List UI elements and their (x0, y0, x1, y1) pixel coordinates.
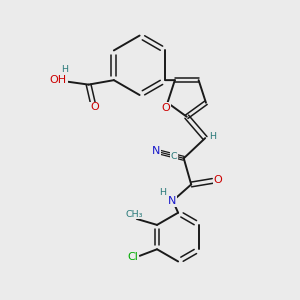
Text: O: O (214, 175, 222, 185)
Text: N: N (152, 146, 160, 156)
Text: O: O (90, 103, 99, 112)
Text: H: H (159, 188, 166, 197)
Text: Cl: Cl (128, 252, 139, 262)
Text: N: N (168, 196, 176, 206)
Text: CH₃: CH₃ (125, 210, 142, 219)
Text: H: H (209, 132, 216, 141)
Text: O: O (162, 103, 170, 113)
Text: H: H (61, 65, 68, 74)
Text: OH: OH (50, 75, 67, 85)
Text: C: C (171, 152, 178, 161)
